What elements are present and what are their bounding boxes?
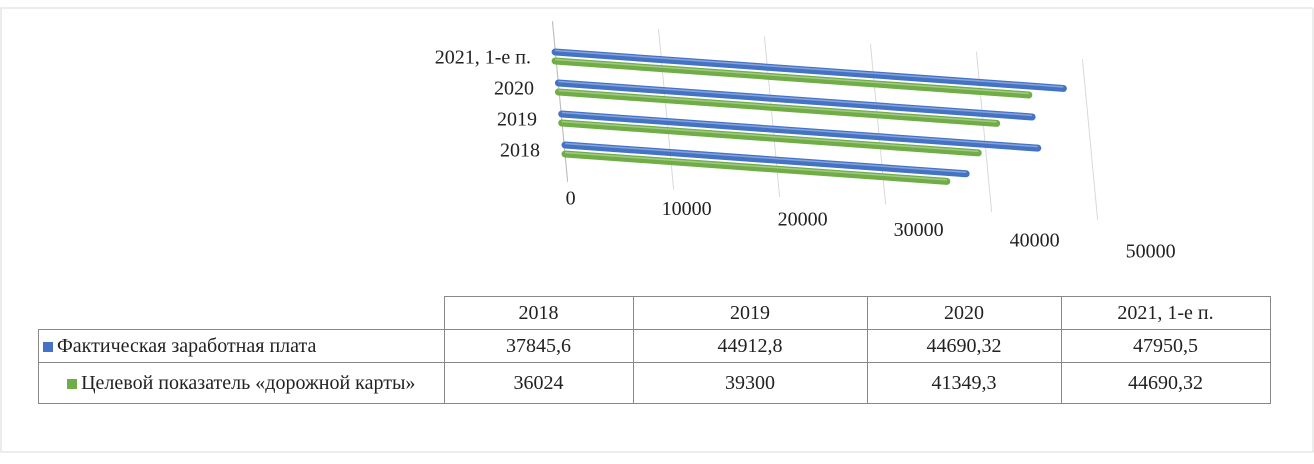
grid-line — [763, 36, 781, 198]
legend-key — [67, 379, 78, 389]
bar — [561, 141, 970, 178]
series-label: Фактическая заработная плата — [38, 329, 445, 363]
bar — [554, 88, 1001, 127]
series-row: Фактическая заработная плата 37845,6 44912… — [38, 329, 1271, 363]
y-tick-label: 2021, 1-е п. — [435, 47, 531, 69]
bar-highlight — [558, 89, 997, 123]
column-header: 2018 — [443, 296, 634, 330]
value-cell: 41349,3 — [866, 362, 1062, 404]
series-row: Целевой показатель «дорожной карты» 36024… — [38, 362, 1271, 404]
bar-highlight — [561, 120, 979, 153]
value-cell: 44690,32 — [1060, 362, 1271, 404]
header-row: 2018 2019 2020 2021, 1-е п. — [38, 296, 1271, 330]
x-tick-label: 30000 — [894, 219, 944, 241]
grid-line — [975, 51, 993, 213]
legend-key — [43, 341, 53, 352]
legend-text: Целевой показатель «дорожной карты» — [81, 372, 416, 394]
bar — [558, 110, 1042, 152]
value-cell: 39300 — [632, 362, 868, 404]
data-table: 2018 2019 2020 2021, 1-е п. Фактическая зара… — [38, 296, 1271, 404]
bar — [558, 119, 982, 157]
series-label: Целевой показатель «дорожной карты» — [38, 362, 445, 404]
grid-line — [869, 43, 887, 205]
y-tick-label: 2019 — [497, 109, 537, 131]
x-tick-label: 0 — [566, 187, 576, 209]
bar-highlight — [555, 49, 1064, 88]
bar — [561, 150, 951, 185]
bar-highlight — [555, 58, 1029, 95]
column-header: 2019 — [632, 296, 868, 330]
x-tick-label: 10000 — [662, 198, 712, 220]
grid-line — [1081, 59, 1099, 220]
x-tick-label: 20000 — [778, 208, 828, 230]
bar-highlight — [561, 111, 1038, 148]
axis-line — [551, 21, 569, 182]
column-header: 2021, 1-е п. — [1060, 296, 1271, 330]
value-cell: 36024 — [443, 362, 634, 404]
value-cell: 44690,32 — [866, 329, 1062, 363]
column-header: 2020 — [866, 296, 1062, 330]
y-tick-label: 2020 — [494, 78, 534, 100]
bar-highlight — [564, 142, 967, 174]
value-cell: 37845,6 — [443, 329, 634, 363]
y-tick-label: 2018 — [500, 140, 540, 162]
bar — [551, 48, 1067, 92]
bar — [551, 57, 1033, 99]
value-cell: 44912,8 — [632, 329, 868, 363]
x-tick-label: 50000 — [1126, 240, 1176, 262]
bar-highlight — [558, 80, 1033, 117]
x-tick-label: 40000 — [1010, 230, 1060, 252]
grid-line — [657, 28, 675, 190]
frame — [0, 7, 1314, 453]
legend-text: Фактическая заработная плата — [57, 334, 317, 357]
bar — [554, 79, 1036, 121]
value-cell: 47950,5 — [1060, 329, 1271, 363]
bar-highlight — [564, 151, 947, 181]
corner — [38, 296, 445, 330]
